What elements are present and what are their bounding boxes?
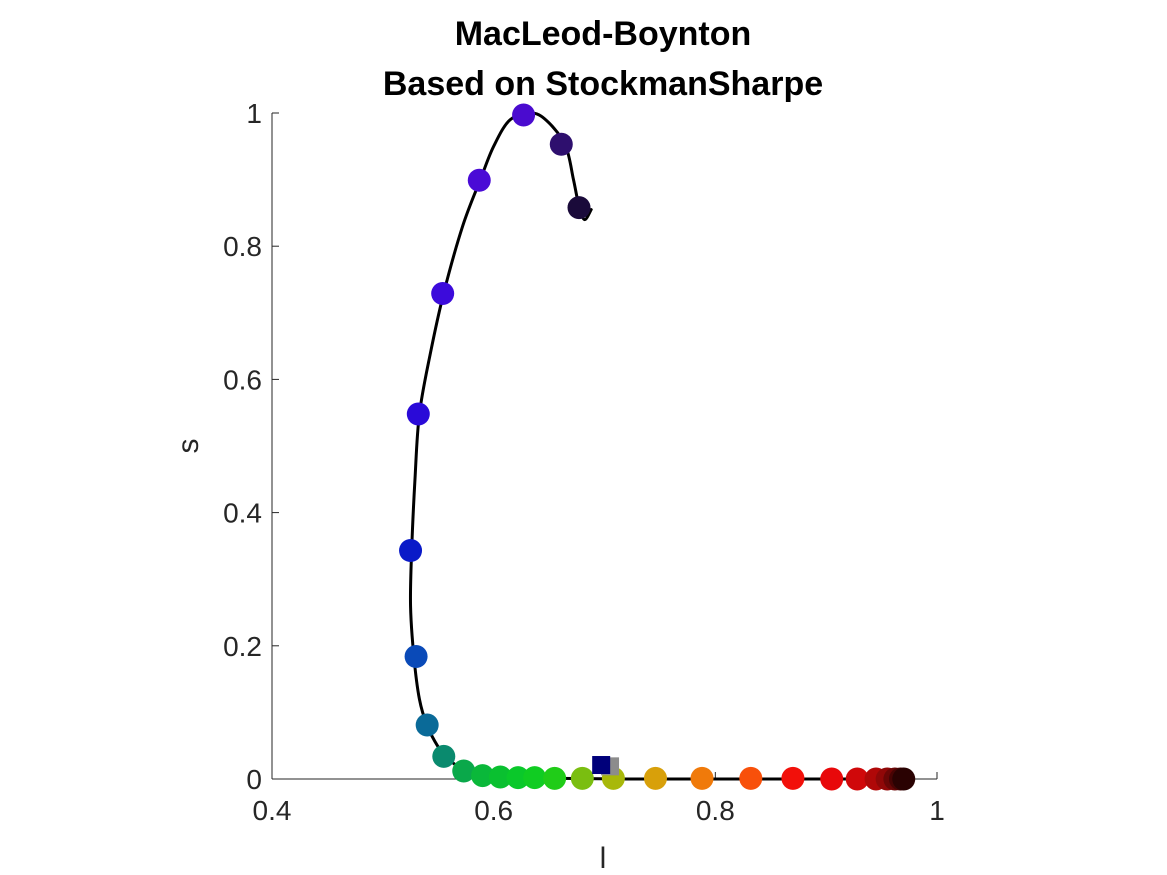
spectral-point	[399, 539, 423, 563]
y-tick-label: 0.6	[223, 364, 262, 395]
x-tick-label: 0.6	[474, 795, 513, 826]
spectral-point	[415, 713, 439, 737]
spectral-point	[471, 764, 495, 788]
spectral-point	[467, 168, 491, 192]
axes: 0.4 0.6 0.8 1 0 0.2 0.4 0.6 0.8 1	[223, 98, 945, 826]
x-tick-label: 0.4	[253, 795, 292, 826]
x-axis-label: l	[600, 842, 607, 875]
y-tick-label: 0.8	[223, 231, 262, 262]
spectral-point	[512, 103, 536, 127]
spectral-point	[543, 766, 567, 790]
y-tick-label: 0.4	[223, 498, 262, 529]
y-tick-label: 0	[246, 764, 262, 795]
spectral-point	[523, 766, 547, 790]
chart-title-line-1: MacLeod-Boynton	[455, 15, 752, 53]
y-tick-label: 1	[246, 98, 262, 129]
spectral-point	[549, 132, 573, 156]
spectral-point	[739, 766, 763, 790]
spectral-point	[452, 759, 476, 783]
spectral-point	[406, 402, 430, 426]
spectral-point	[404, 644, 428, 668]
square-marker	[592, 756, 611, 775]
y-axis-label: s	[172, 439, 205, 454]
marker-layer	[592, 756, 620, 776]
spectral-point	[506, 766, 530, 790]
spectral-point	[845, 767, 869, 791]
y-tick-label: 0.2	[223, 631, 262, 662]
spectral-point	[431, 281, 455, 305]
spectral-point	[488, 765, 512, 789]
x-tick-label: 0.8	[696, 795, 735, 826]
chart-title-line-2: Based on StockmanSharpe	[383, 65, 823, 103]
spectral-point	[432, 744, 456, 768]
spectral-points-layer	[399, 103, 916, 791]
spectral-point	[643, 766, 667, 790]
spectral-locus-layer	[408, 111, 908, 781]
x-tick-label: 1	[929, 795, 945, 826]
spectral-point	[892, 767, 916, 791]
spectral-point	[781, 766, 805, 790]
spectral-locus-curve	[408, 111, 908, 781]
spectral-point	[820, 767, 844, 791]
spectral-point	[570, 766, 594, 790]
spectral-point	[567, 196, 591, 220]
spectral-point	[690, 766, 714, 790]
